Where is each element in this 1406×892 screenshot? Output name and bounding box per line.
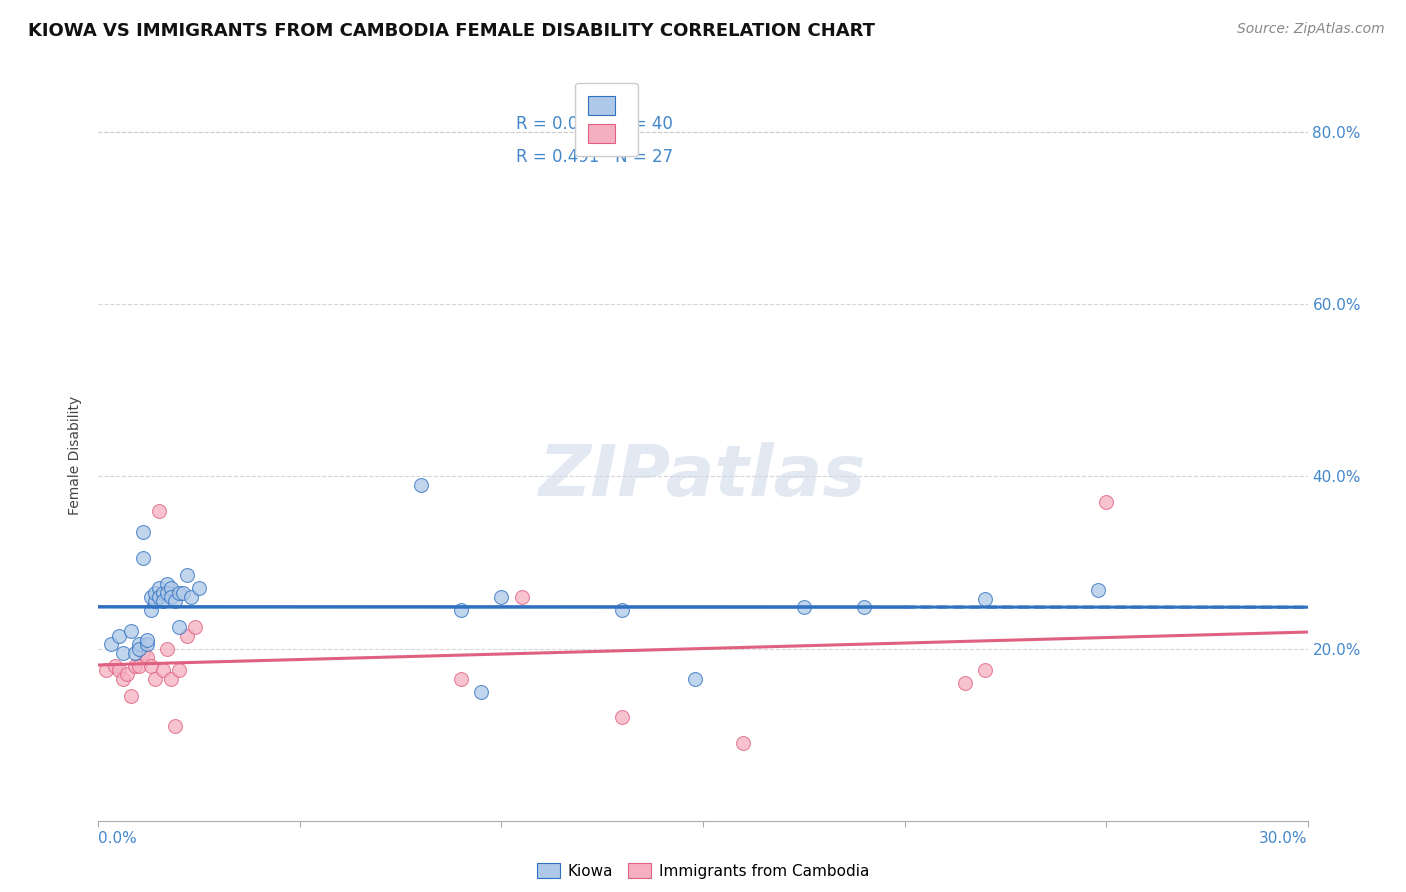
- Point: [160, 582, 183, 596]
- Point: [160, 590, 183, 604]
- Point: [156, 641, 179, 656]
- Point: [612, 710, 634, 724]
- Point: [152, 594, 174, 608]
- Point: [139, 603, 162, 617]
- Y-axis label: Female Disability: Female Disability: [69, 395, 83, 515]
- Point: [143, 672, 166, 686]
- Point: [188, 582, 211, 596]
- Point: [450, 672, 472, 686]
- Point: [128, 637, 150, 651]
- Point: [176, 568, 198, 582]
- Point: [132, 525, 155, 540]
- Point: [1095, 495, 1118, 509]
- Point: [163, 719, 186, 733]
- Point: [143, 585, 166, 599]
- Point: [128, 641, 150, 656]
- Point: [853, 600, 876, 615]
- Point: [132, 646, 155, 660]
- Point: [167, 620, 190, 634]
- Point: [163, 594, 186, 608]
- Point: [974, 591, 997, 606]
- Point: [124, 658, 146, 673]
- Point: [152, 585, 174, 599]
- Point: [111, 646, 134, 660]
- Point: [148, 590, 170, 604]
- Point: [128, 658, 150, 673]
- Point: [167, 585, 190, 599]
- Point: [96, 663, 118, 677]
- Point: [470, 684, 492, 698]
- Point: [409, 478, 432, 492]
- Text: 30.0%: 30.0%: [1260, 831, 1308, 846]
- Point: [120, 624, 142, 639]
- Point: [974, 663, 997, 677]
- Point: [111, 672, 134, 686]
- Text: ZIPatlas: ZIPatlas: [540, 442, 866, 511]
- Point: [120, 689, 142, 703]
- Text: 0.0%: 0.0%: [98, 831, 138, 846]
- Point: [107, 629, 129, 643]
- Point: [148, 582, 170, 596]
- Point: [143, 594, 166, 608]
- Point: [135, 650, 157, 665]
- Point: [156, 577, 179, 591]
- Point: [612, 603, 634, 617]
- Point: [450, 603, 472, 617]
- Point: [167, 663, 190, 677]
- Point: [172, 585, 194, 599]
- Point: [139, 658, 162, 673]
- Point: [107, 663, 129, 677]
- Point: [733, 736, 755, 750]
- Point: [491, 590, 513, 604]
- Point: [103, 658, 125, 673]
- Point: [139, 590, 162, 604]
- Point: [180, 590, 202, 604]
- Point: [148, 504, 170, 518]
- Point: [152, 663, 174, 677]
- Point: [510, 590, 533, 604]
- Point: [176, 629, 198, 643]
- Text: KIOWA VS IMMIGRANTS FROM CAMBODIA FEMALE DISABILITY CORRELATION CHART: KIOWA VS IMMIGRANTS FROM CAMBODIA FEMALE…: [28, 22, 875, 40]
- Point: [135, 637, 157, 651]
- Text: Source: ZipAtlas.com: Source: ZipAtlas.com: [1237, 22, 1385, 37]
- Point: [100, 637, 122, 651]
- Point: [793, 600, 815, 615]
- Point: [683, 672, 706, 686]
- Point: [132, 551, 155, 566]
- Point: [156, 585, 179, 599]
- Point: [953, 676, 976, 690]
- Point: [1087, 582, 1109, 597]
- Text: R = 0.098   N = 40: R = 0.098 N = 40: [516, 115, 672, 133]
- Point: [124, 646, 146, 660]
- Point: [184, 620, 207, 634]
- Point: [135, 632, 157, 647]
- Point: [160, 672, 183, 686]
- Point: [115, 667, 138, 681]
- Legend: Kiowa, Immigrants from Cambodia: Kiowa, Immigrants from Cambodia: [529, 855, 877, 886]
- Text: R = 0.491   N = 27: R = 0.491 N = 27: [516, 148, 672, 166]
